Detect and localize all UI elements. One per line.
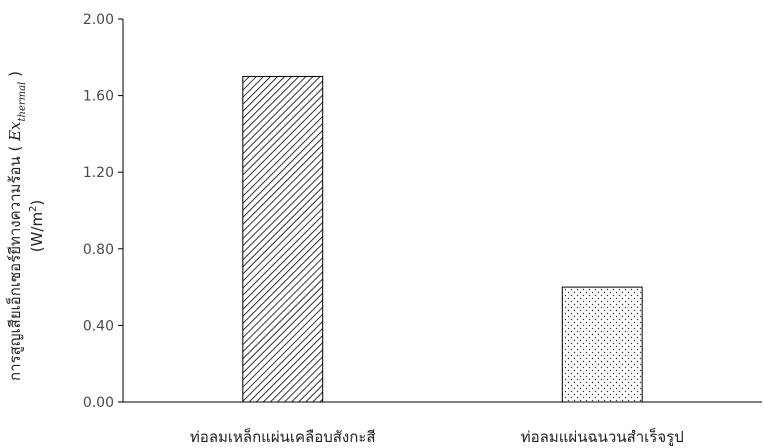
y-axis-label: การสูญเสียเอ็กเซอร์ยีทางความร้อน ( Exthe… (5, 71, 46, 381)
x-category-label: ท่อลมแผ่นฉนวนสำเร็จรูป (521, 427, 684, 446)
y-tick-label: 0.00 (83, 395, 114, 411)
y-tick-label: 1.20 (83, 165, 114, 181)
x-category-label: ท่อลมเหล็กแผ่นเคลือบสังกะสี (190, 427, 376, 446)
y-axis-unit-end: ) (28, 200, 46, 206)
y-axis-unit-sup: 2 (28, 206, 39, 212)
bar-1 (242, 75, 324, 403)
svg-text:(W/m2): (W/m2) (28, 200, 46, 253)
y-axis-label-symbol: Ex (6, 121, 24, 142)
bars (242, 75, 643, 403)
y-axis-unit: (W/m (28, 212, 46, 252)
svg-text:การสูญเสียเอ็กเซอร์ยีทางความร้: การสูญเสียเอ็กเซอร์ยีทางความร้อน ( Exthe… (5, 71, 28, 381)
y-tick-label: 0.40 (83, 318, 114, 334)
x-category-labels: ท่อลมเหล็กแผ่นเคลือบสังกะสี ท่อลมแผ่นฉนวน… (190, 427, 684, 446)
y-tick-label: 2.00 (83, 12, 114, 28)
y-axis-label-suffix: ) (6, 71, 24, 82)
bar-2 (561, 286, 643, 403)
y-axis-label-prefix: การสูญเสียเอ็กเซอร์ยีทางความร้อน ( (5, 141, 24, 381)
axes (118, 18, 762, 403)
y-tick-labels: 0.00 0.40 0.80 1.20 1.60 2.00 (83, 12, 114, 411)
y-axis-label-subscript: thermal (17, 82, 28, 122)
y-tick-label: 0.80 (83, 242, 114, 258)
y-tick-label: 1.60 (83, 89, 114, 105)
